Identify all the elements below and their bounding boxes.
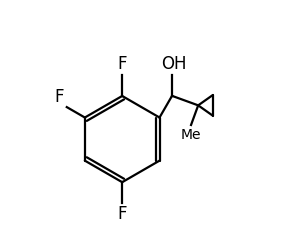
Text: Me: Me [181, 128, 201, 142]
Text: F: F [117, 205, 127, 223]
Text: F: F [117, 55, 127, 73]
Text: F: F [55, 88, 64, 106]
Text: OH: OH [161, 55, 186, 73]
